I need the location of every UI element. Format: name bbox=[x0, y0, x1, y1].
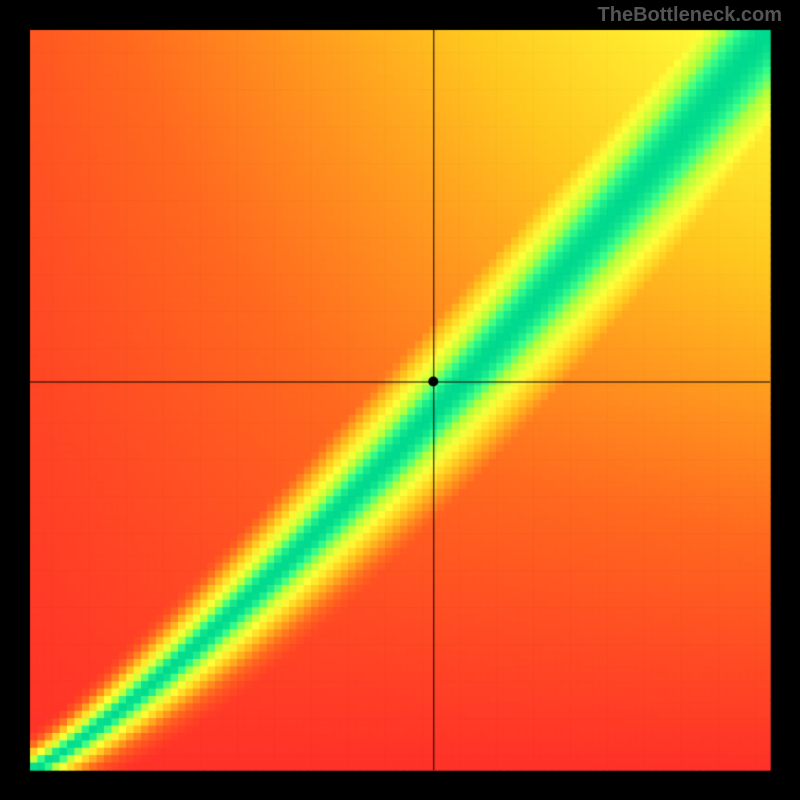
chart-container: TheBottleneck.com bbox=[0, 0, 800, 800]
bottleneck-heatmap bbox=[0, 0, 800, 800]
watermark-label: TheBottleneck.com bbox=[598, 4, 782, 27]
